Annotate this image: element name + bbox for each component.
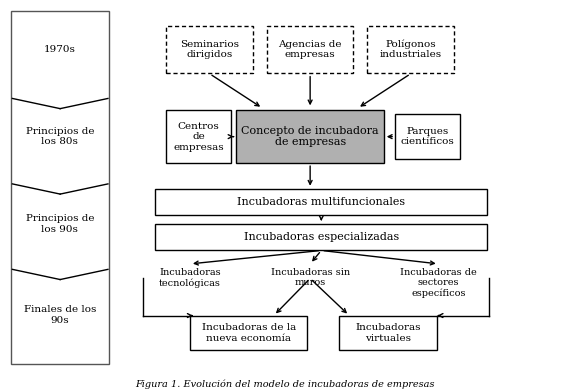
FancyBboxPatch shape [190, 316, 307, 350]
FancyBboxPatch shape [166, 26, 253, 73]
FancyBboxPatch shape [340, 316, 437, 350]
Text: Incubadoras especializadas: Incubadoras especializadas [244, 232, 399, 242]
FancyBboxPatch shape [368, 26, 454, 73]
FancyBboxPatch shape [155, 189, 487, 215]
Text: Incubadoras sin
muros: Incubadoras sin muros [271, 267, 350, 287]
Text: Incubadoras de la
nueva economía: Incubadoras de la nueva economía [202, 323, 296, 343]
Text: Seminarios
dirigidos: Seminarios dirigidos [180, 39, 239, 59]
Text: Finales de los
90s: Finales de los 90s [24, 305, 96, 325]
Text: Incubadoras de
sectores
específicos: Incubadoras de sectores específicos [400, 267, 477, 298]
Text: 1970s: 1970s [44, 45, 76, 54]
Text: Polígonos
industriales: Polígonos industriales [380, 39, 442, 59]
Text: Incubadoras multifuncionales: Incubadoras multifuncionales [237, 197, 405, 207]
Text: Incubadoras
tecnológicas: Incubadoras tecnológicas [159, 267, 221, 287]
Text: Centros
de
empresas: Centros de empresas [173, 122, 224, 152]
FancyBboxPatch shape [11, 11, 109, 364]
Text: Figura 1. Evolución del modelo de incubadoras de empresas: Figura 1. Evolución del modelo de incuba… [135, 380, 435, 389]
FancyBboxPatch shape [236, 110, 384, 163]
FancyBboxPatch shape [155, 224, 487, 251]
Text: Concepto de incubadora
de empresas: Concepto de incubadora de empresas [241, 126, 379, 147]
FancyBboxPatch shape [396, 114, 459, 160]
Text: Agencias de
empresas: Agencias de empresas [278, 39, 342, 59]
Text: Incubadoras
virtuales: Incubadoras virtuales [356, 323, 421, 343]
Text: Parques
científicos: Parques científicos [401, 127, 454, 146]
FancyBboxPatch shape [267, 26, 353, 73]
Text: Principios de
los 80s: Principios de los 80s [26, 127, 94, 146]
FancyBboxPatch shape [166, 110, 230, 163]
Text: Principios de
los 90s: Principios de los 90s [26, 214, 94, 233]
